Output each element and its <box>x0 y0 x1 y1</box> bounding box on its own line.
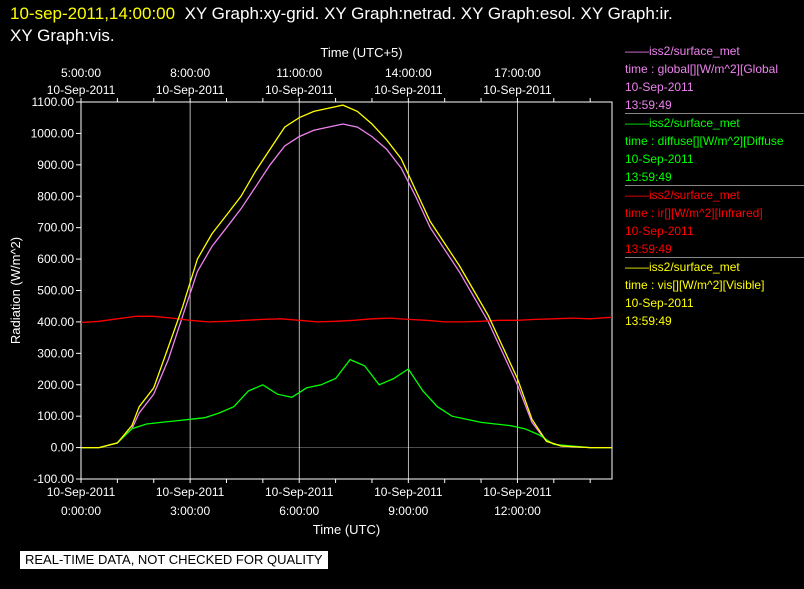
legend-time: 13:59:49 <box>625 314 672 328</box>
x2-tick-date: 10-Sep-2011 <box>47 83 116 97</box>
series-line-vis <box>81 104 612 449</box>
x2-tick-time: 17:00:00 <box>494 66 541 80</box>
y-tick-label: 1100.00 <box>32 95 75 109</box>
y-tick-label: 400.00 <box>37 315 74 329</box>
x-tick-time: 9:00:00 <box>388 504 428 518</box>
plot-frame <box>80 101 613 480</box>
x-tick-time: 3:00:00 <box>170 504 210 518</box>
qc-notice: REAL-TIME DATA, NOT CHECKED FOR QUALITY <box>20 551 328 569</box>
legend-source: ——iss2/surface_met <box>625 188 740 202</box>
y-tick-label: 100.00 <box>37 409 74 423</box>
x2-tick-time: 14:00:00 <box>385 66 432 80</box>
legend-time: 13:59:49 <box>625 98 672 112</box>
x-tick-time: 6:00:00 <box>279 504 319 518</box>
x2-tick-time: 8:00:00 <box>170 66 210 80</box>
y-tick-label: 500.00 <box>37 284 74 298</box>
x2-tick-time: 5:00:00 <box>61 66 101 80</box>
series-line-ir <box>80 315 613 324</box>
graph-list-2: XY Graph:vis. <box>10 26 115 45</box>
x-tick-time: 12:00:00 <box>494 504 541 518</box>
y-axis-label: Radiation (W/m^2) <box>8 237 23 344</box>
legend-variable: time : global[][W/m^2][Global <box>625 62 779 76</box>
legend-variable: time : ir[][W/m^2][Infrared] <box>625 206 763 220</box>
y-tick-label: 200.00 <box>37 378 74 392</box>
legend-time: 13:59:49 <box>625 170 672 184</box>
series-line-diffuse <box>81 358 612 449</box>
x-tick-date: 10-Sep-2011 <box>374 485 443 499</box>
x-tick-time: 0:00:00 <box>61 504 101 518</box>
x-tick-date: 10-Sep-2011 <box>47 485 116 499</box>
legend-date: 10-Sep-2011 <box>625 80 694 94</box>
y-tick-label: 300.00 <box>37 346 74 360</box>
x2-tick-date: 10-Sep-2011 <box>156 83 225 97</box>
legend-divider <box>625 185 804 186</box>
x2-tick-date: 10-Sep-2011 <box>483 83 552 97</box>
y-tick-label: 800.00 <box>37 189 74 203</box>
x-tick-date: 10-Sep-2011 <box>483 485 552 499</box>
legend-date: 10-Sep-2011 <box>625 224 694 238</box>
x-axis-label: Time (UTC) <box>313 522 380 537</box>
legend-divider <box>625 257 804 258</box>
y-tick-label: 1000.00 <box>31 126 75 140</box>
legend-source: ——iss2/surface_met <box>625 260 740 274</box>
x2-tick-date: 10-Sep-2011 <box>374 83 443 97</box>
y-tick-label: 900.00 <box>37 158 74 172</box>
legend-variable: time : vis[][W/m^2][Visible] <box>625 278 765 292</box>
x2-axis-label: Time (UTC+5) <box>320 45 402 60</box>
y-tick-label: 0.00 <box>51 441 75 455</box>
y-tick-label: 600.00 <box>37 252 74 266</box>
series-line-global <box>81 123 612 449</box>
x-tick-date: 10-Sep-2011 <box>265 485 334 499</box>
legend-date: 10-Sep-2011 <box>625 296 694 310</box>
legend-time: 13:59:49 <box>625 242 672 256</box>
x-tick-date: 10-Sep-2011 <box>156 485 225 499</box>
legend-source: ——iss2/surface_met <box>625 116 740 130</box>
x2-tick-time: 11:00:00 <box>276 66 322 80</box>
header: 10-sep-2011,14:00:00 XY Graph:xy-grid. X… <box>10 3 800 47</box>
timestamp: 10-sep-2011,14:00:00 <box>10 4 176 23</box>
x2-tick-date: 10-Sep-2011 <box>265 83 334 97</box>
legend-variable: time : diffuse[][W/m^2][Diffuse <box>625 134 784 148</box>
legend-date: 10-Sep-2011 <box>625 152 694 166</box>
y-tick-label: -100.00 <box>33 472 74 486</box>
legend-source: ——iss2/surface_met <box>625 44 740 58</box>
graph-list: XY Graph:xy-grid. XY Graph:netrad. XY Gr… <box>184 4 673 23</box>
y-tick-label: 700.00 <box>37 221 74 235</box>
legend-divider <box>625 113 804 114</box>
